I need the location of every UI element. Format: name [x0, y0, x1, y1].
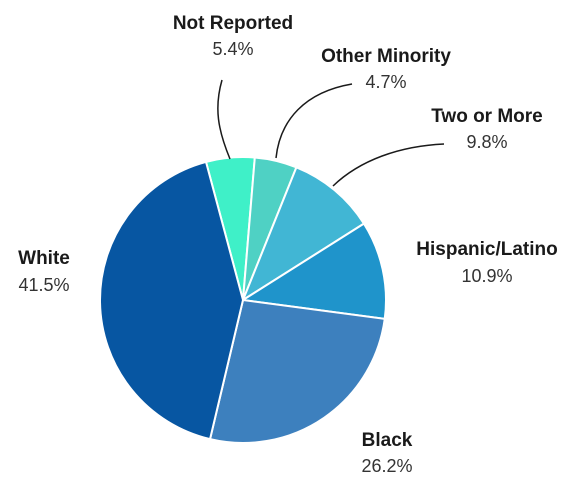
- pie-slice-hispanic-latino: [242, 222, 387, 320]
- leader-lines: [217, 79, 445, 187]
- pie-slice-two-or-more: [242, 166, 365, 301]
- leader-line-two-or-more: [332, 143, 445, 187]
- leader-line-other-minority: [275, 83, 353, 159]
- pie-slice-black: [209, 299, 386, 444]
- slice-value-white: 41.5%: [18, 275, 69, 295]
- slice-value-not-reported: 5.4%: [212, 39, 253, 59]
- slice-value-black: 26.2%: [361, 456, 412, 476]
- pie-slice-white: [99, 160, 244, 441]
- slice-label-black: Black: [362, 430, 413, 451]
- slice-label-not-reported: Not Reported: [173, 13, 293, 34]
- slice-value-hispanic-latino: 10.9%: [461, 266, 512, 286]
- slice-label-other-minority: Other Minority: [321, 46, 451, 67]
- slice-label-hispanic-latino: Hispanic/Latino: [416, 239, 557, 260]
- slice-label-two-or-more: Two or More: [431, 106, 543, 127]
- slice-value-other-minority: 4.7%: [365, 72, 406, 92]
- slice-value-two-or-more: 9.8%: [466, 132, 507, 152]
- leader-line-not-reported: [217, 79, 231, 160]
- slice-label-white: White: [18, 248, 70, 269]
- pie-slices: [99, 156, 387, 444]
- slice-labels: Not Reported 5.4% Other Minority 4.7% Tw…: [18, 13, 558, 476]
